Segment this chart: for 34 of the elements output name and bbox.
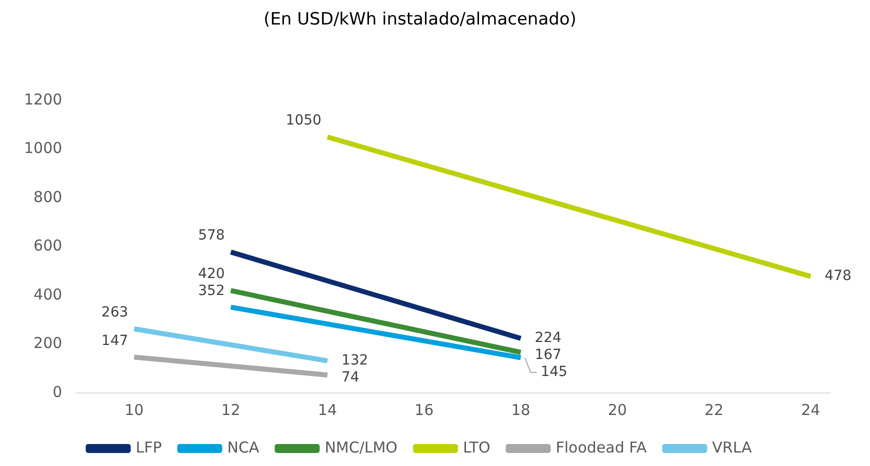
y-tick-label: 200 (34, 334, 62, 352)
data-label: 167 (534, 347, 562, 364)
legend-label: LTO (462, 438, 490, 456)
legend-label: LFP (136, 438, 162, 456)
data-label: 132 (341, 352, 368, 368)
data-label: 352 (198, 283, 225, 300)
data-label: 263 (101, 304, 128, 321)
data-label: 478 (824, 268, 852, 284)
x-tick-label: 18 (511, 400, 530, 419)
data-label: 420 (198, 266, 225, 282)
y-tick-label: 0 (52, 382, 62, 401)
data-label: 578 (198, 228, 225, 244)
legend-label: VRLA (712, 438, 753, 456)
data-label: 147 (101, 332, 128, 349)
y-tick-label: 800 (34, 188, 62, 206)
x-tick-label: 24 (801, 400, 820, 419)
x-tick-label: 16 (414, 400, 434, 419)
y-tick-label: 1200 (24, 90, 62, 108)
legend-label: NCA (227, 438, 260, 456)
y-tick-label: 600 (34, 236, 62, 255)
x-tick-label: 22 (704, 400, 724, 419)
x-tick-label: 10 (124, 400, 144, 419)
x-tick-label: 20 (608, 400, 627, 419)
y-tick-label: 1000 (24, 139, 62, 158)
legend-label: NMC/LMO (324, 438, 398, 456)
legend-label: Floodead FA (556, 438, 648, 456)
x-tick-label: 14 (318, 400, 337, 419)
data-label: 1050 (286, 112, 322, 129)
x-tick-label: 12 (221, 400, 240, 419)
data-label: 145 (540, 364, 568, 380)
data-label: 224 (534, 330, 562, 346)
y-tick-label: 400 (34, 285, 62, 304)
data-label: 74 (341, 369, 360, 386)
chart-title: (En USD/kWh instalado/almacenado) (264, 10, 576, 30)
